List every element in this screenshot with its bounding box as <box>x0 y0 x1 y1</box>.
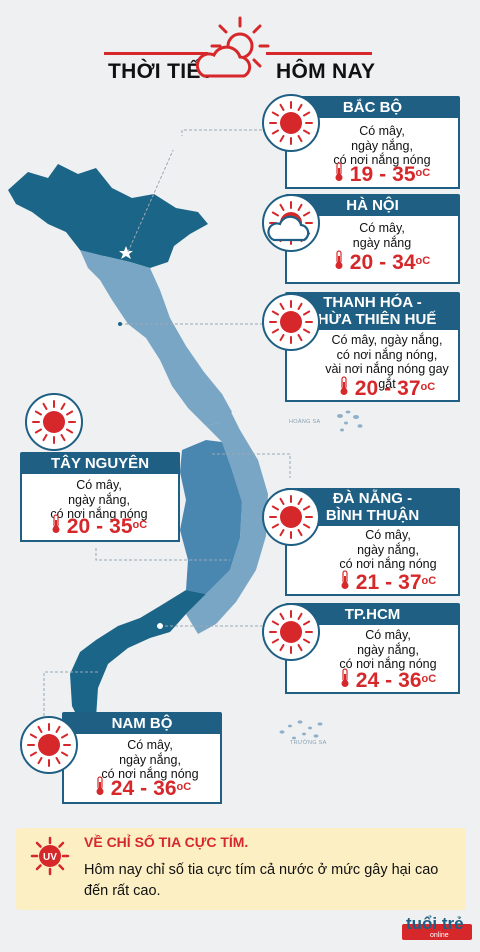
card-body <box>62 728 222 804</box>
logo-text: tuổi trẻ <box>406 914 464 933</box>
header-rule-left <box>104 52 208 55</box>
card-temperature: 20-37 oC <box>316 376 458 402</box>
card-title: HÀ NỘI <box>285 194 460 216</box>
header-title-right: HÔM NAY <box>276 60 376 83</box>
card-description: Có mây, ngày nắng, có nơi nắng nóng <box>101 738 199 781</box>
thermometer-icon <box>334 250 344 276</box>
card-description: Có mây, ngày nắng, có nơi nắng nóng, vài n… <box>325 333 449 391</box>
card-temperature: 19-35 oC <box>312 162 452 188</box>
logo-sub: online <box>430 932 449 939</box>
uv-title: VỀ CHỈ SỐ TIA CỰC TÍM. <box>84 834 249 850</box>
map-central-region <box>80 250 232 426</box>
sun-icon <box>262 94 320 152</box>
card-title: NAM BỘ <box>62 712 222 734</box>
hoang-sa-label: HOÀNG SA <box>289 419 321 425</box>
header-rule-right <box>266 52 372 55</box>
card-temperature: 20-35 oC <box>24 514 174 540</box>
header-sun-cloud-icon <box>195 16 270 78</box>
thermometer-icon <box>95 776 105 802</box>
sun-icon <box>262 603 320 661</box>
thermometer-icon <box>339 376 349 402</box>
card-temperature: 24-36 oC <box>318 668 458 694</box>
uv-info-box <box>16 828 466 910</box>
card-title: TP.HCM <box>285 603 460 625</box>
card-temperature: 21-37 oC <box>318 570 458 596</box>
sun-icon <box>262 488 320 546</box>
sun-cloud-icon <box>262 194 320 252</box>
card-title: TÂY NGUYÊN <box>20 452 180 474</box>
sun-icon <box>25 393 83 451</box>
card-description: Có mây, ngày nắng, có nơi nắng nóng <box>339 528 437 571</box>
thermometer-icon <box>51 514 61 540</box>
header-title-left: THỜI TIẾT <box>108 60 214 83</box>
truong-sa-icon <box>279 720 323 740</box>
card-temperature: 24-36 oC <box>68 776 218 802</box>
thermometer-icon <box>340 570 350 596</box>
sun-icon <box>20 716 78 774</box>
uv-badge-text: UV <box>43 852 57 863</box>
card-title: BẮC BỘ <box>285 96 460 118</box>
thermometer-icon <box>340 668 350 694</box>
sun-icon <box>262 293 320 351</box>
tuoi-tre-logo: tuổi trẻ online <box>402 914 472 944</box>
truong-sa-label: TRƯỜNG SA <box>290 740 327 746</box>
thermometer-icon <box>334 162 344 188</box>
card-temperature: 20-34 oC <box>312 250 452 276</box>
card-description: Có mây, ngày nắng, có nơi nắng nóng <box>339 628 437 671</box>
card-description: Có mây, ngày nắng, có nơi nắng nóng <box>50 478 148 521</box>
map-north-region <box>8 164 208 268</box>
card-description: Có mây, ngày nắng <box>352 221 412 250</box>
map-highlands-region <box>180 440 242 594</box>
card-description: Có mây, ngày nắng, có nơi nắng nóng <box>333 124 431 167</box>
hoang-sa-icon <box>337 410 363 432</box>
uv-sun-icon: UV <box>30 836 70 876</box>
uv-text: Hôm nay chỉ số tia cực tím cả nước ở mức… <box>84 862 439 899</box>
map-south-region <box>70 590 206 742</box>
